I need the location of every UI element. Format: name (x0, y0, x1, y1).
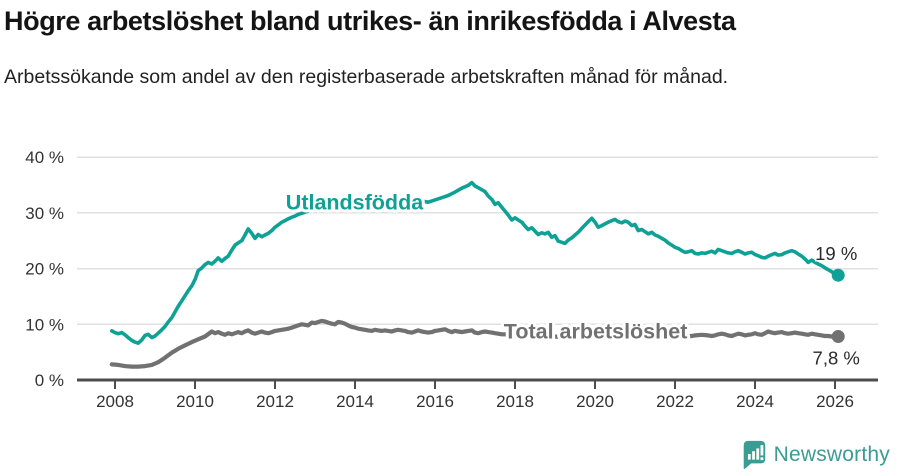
x-axis-tick-label: 2010 (176, 392, 214, 411)
x-axis-tick-label: 2016 (416, 392, 454, 411)
footer-branding: Newsworthy (741, 440, 890, 469)
series-label: Total arbetslöshet (504, 319, 688, 343)
x-axis-tick-label: 2018 (496, 392, 534, 411)
end-value-label: 19 % (815, 243, 857, 264)
chart-title: Högre arbetslöshet bland utrikes- än inr… (4, 6, 736, 36)
end-value-label: 7,8 % (813, 348, 860, 369)
series-line-total (109, 318, 841, 369)
y-axis-tick-label: 20 % (25, 260, 64, 279)
series-label: Utlandsfödda (286, 191, 424, 215)
x-axis-tick-label: 2024 (736, 392, 774, 411)
x-axis-tick-label: 2008 (96, 392, 134, 411)
x-axis-tick-label: 2022 (656, 392, 694, 411)
chart-subtitle: Arbetssökande som andel av den registerb… (4, 66, 729, 88)
end-point-dot (831, 268, 845, 282)
end-point-dot (831, 330, 845, 344)
y-axis-tick-label: 0 % (35, 371, 64, 390)
y-axis-tick-label: 10 % (25, 315, 64, 334)
x-axis-tick-label: 2020 (576, 392, 614, 411)
brand-name: Newsworthy (773, 442, 890, 466)
y-axis-tick-label: 30 % (25, 204, 64, 223)
y-axis-tick-label: 40 % (25, 148, 64, 167)
x-axis-tick-label: 2026 (816, 392, 854, 411)
series-line-utlandsfodda (110, 180, 841, 346)
newsworthy-logo-icon (743, 440, 765, 469)
x-axis-tick-label: 2012 (256, 392, 294, 411)
x-axis-tick-label: 2014 (336, 392, 374, 411)
